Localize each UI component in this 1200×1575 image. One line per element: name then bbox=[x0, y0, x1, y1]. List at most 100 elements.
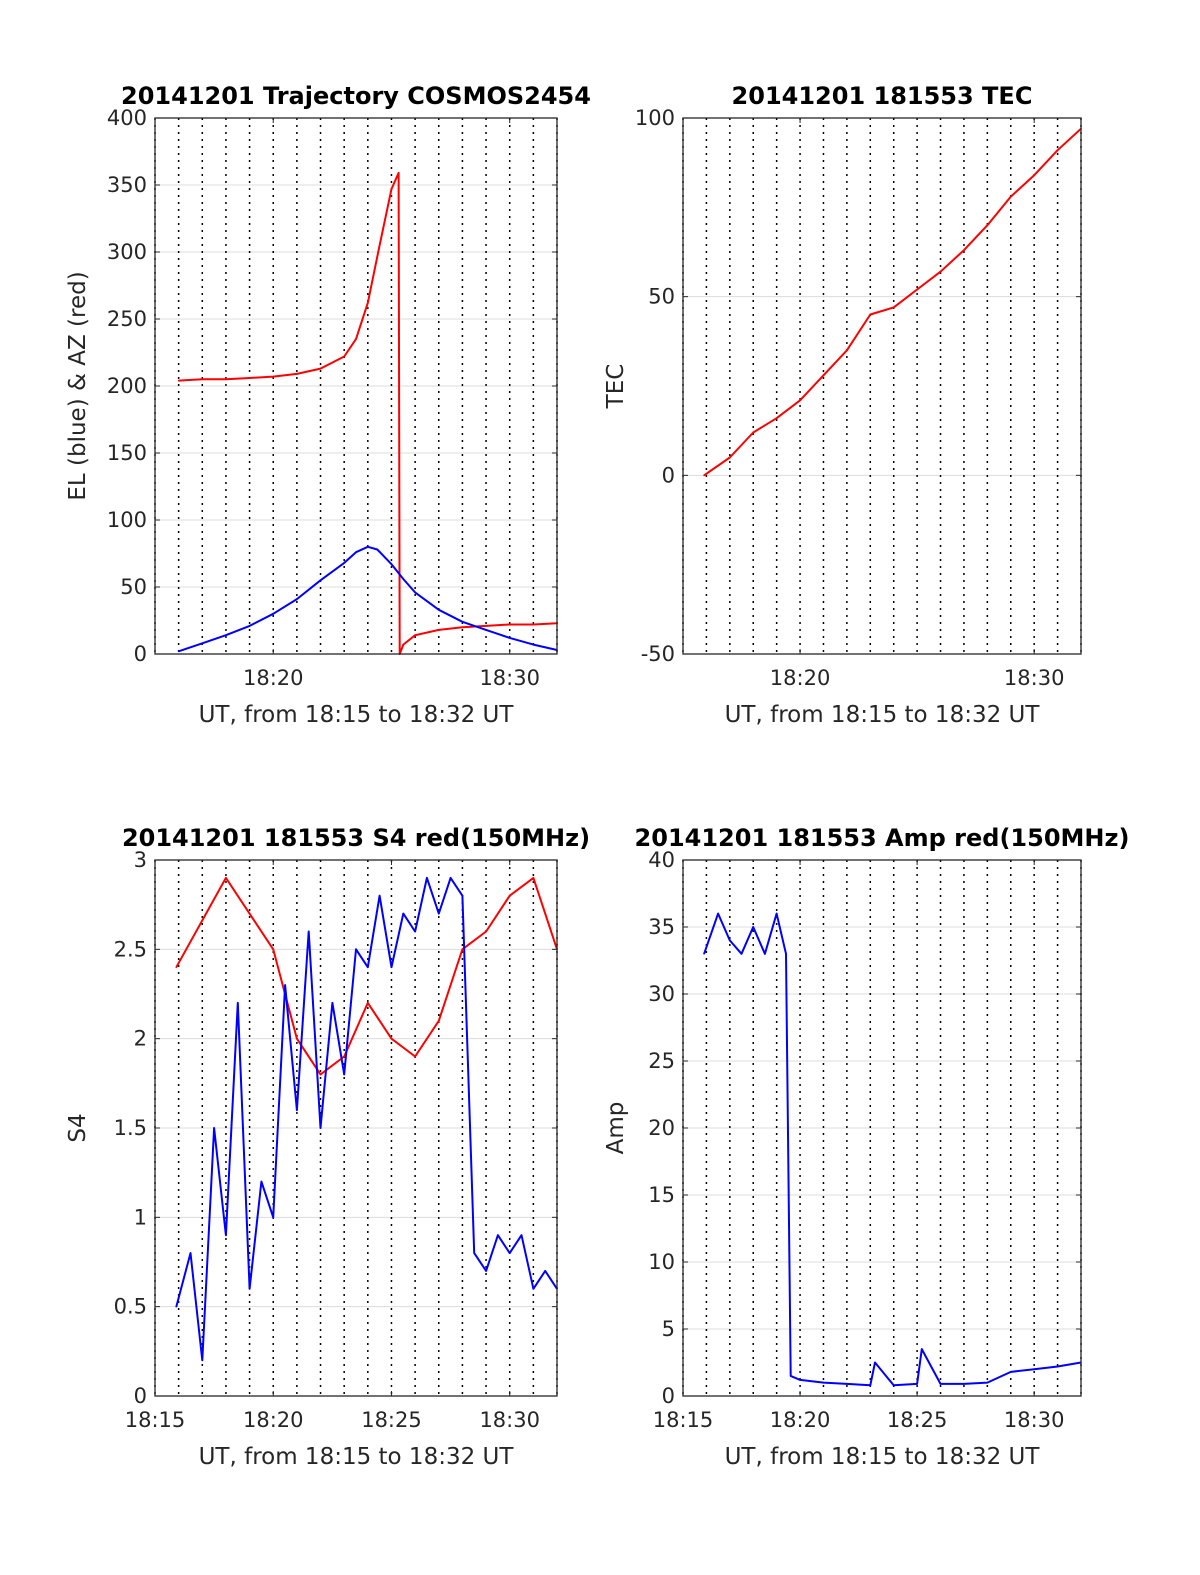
x-tick-label: 18:20 bbox=[770, 666, 831, 690]
y-tick-label: -50 bbox=[641, 642, 675, 666]
x-tick-label: 18:30 bbox=[1004, 666, 1065, 690]
data-point bbox=[260, 1180, 263, 1183]
y-tick-label: 250 bbox=[107, 307, 147, 331]
data-point bbox=[892, 1384, 895, 1387]
y-tick-label: 20 bbox=[648, 1116, 675, 1140]
data-point bbox=[485, 1270, 487, 1272]
plot-area bbox=[154, 859, 558, 1397]
y-tick-label: 2.5 bbox=[114, 937, 147, 961]
y-tick-label: 5 bbox=[662, 1317, 675, 1341]
data-point bbox=[1009, 195, 1012, 198]
data-point bbox=[201, 642, 204, 645]
data-point bbox=[1009, 1371, 1012, 1373]
data-point bbox=[822, 1381, 825, 1384]
data-point bbox=[296, 373, 298, 375]
data-point bbox=[414, 1055, 416, 1058]
data-point bbox=[869, 1384, 872, 1387]
data-point bbox=[520, 1234, 523, 1236]
data-point bbox=[775, 417, 778, 419]
data-point bbox=[437, 629, 440, 631]
data-point bbox=[789, 1375, 792, 1377]
x-tick-label: 18:30 bbox=[479, 666, 540, 690]
axes-box bbox=[682, 117, 1082, 655]
x-tick-label: 18:25 bbox=[361, 1408, 422, 1432]
data-point bbox=[296, 1037, 298, 1040]
data-point bbox=[397, 172, 400, 174]
data-point bbox=[355, 338, 357, 340]
y-tick-label: 0 bbox=[662, 1384, 675, 1408]
data-point bbox=[402, 643, 405, 646]
y-tick-label: 50 bbox=[648, 285, 675, 309]
data-point bbox=[414, 634, 416, 637]
data-point bbox=[752, 926, 755, 928]
data-point bbox=[532, 623, 535, 626]
y-axis-label: TEC bbox=[603, 364, 629, 410]
data-point bbox=[846, 1383, 848, 1385]
y-tick-label: 100 bbox=[635, 106, 675, 130]
data-point bbox=[532, 1288, 535, 1290]
data-point bbox=[939, 270, 942, 273]
data-point bbox=[343, 562, 345, 564]
data-point bbox=[177, 379, 180, 382]
data-point bbox=[508, 623, 511, 626]
data-point bbox=[963, 1383, 965, 1385]
data-point bbox=[343, 1055, 345, 1058]
data-point bbox=[449, 877, 452, 879]
y-tick-label: 0 bbox=[134, 1384, 147, 1408]
y-tick-label: 10 bbox=[648, 1250, 675, 1274]
data-point bbox=[225, 378, 227, 381]
data-point bbox=[189, 1252, 192, 1254]
data-point bbox=[378, 894, 381, 897]
y-tick-label: 40 bbox=[648, 848, 675, 872]
data-point bbox=[402, 578, 405, 580]
data-point bbox=[846, 349, 848, 352]
plot-area bbox=[682, 117, 1082, 655]
data-point bbox=[473, 1252, 476, 1254]
data-point bbox=[963, 249, 965, 252]
data-point bbox=[225, 1234, 227, 1236]
data-point bbox=[485, 930, 487, 933]
data-point bbox=[319, 367, 322, 370]
data-point bbox=[921, 1348, 923, 1350]
chart-title: 20141201 181553 TEC bbox=[732, 82, 1033, 110]
data-point bbox=[177, 650, 180, 653]
y-tick-label: 30 bbox=[648, 982, 675, 1006]
chart-1: 0 50 100 150 200 250 300 350 400 18:20 18:30 201412… bbox=[65, 82, 591, 728]
data-point bbox=[703, 953, 705, 955]
data-point bbox=[319, 1073, 322, 1076]
series-line-2 bbox=[178, 545, 558, 653]
data-point bbox=[764, 953, 766, 955]
data-point bbox=[225, 634, 227, 637]
data-point bbox=[355, 551, 357, 553]
data-point bbox=[939, 1383, 942, 1385]
data-point bbox=[822, 374, 825, 377]
data-point bbox=[296, 1109, 298, 1111]
y-tick-label: 1 bbox=[134, 1205, 147, 1229]
chart-2: -50 0 50 100 18:20 18:30 20141201 181553 TEC UT… bbox=[603, 82, 1082, 728]
data-point bbox=[272, 613, 275, 615]
data-point bbox=[461, 894, 464, 897]
plot-area bbox=[154, 117, 558, 655]
data-point bbox=[874, 1361, 876, 1364]
x-tick-label: 18:20 bbox=[243, 1408, 304, 1432]
y-axis-label: Amp bbox=[603, 1102, 629, 1155]
data-point bbox=[307, 930, 310, 933]
x-tick-label: 18:20 bbox=[770, 1408, 831, 1432]
y-tick-label: 2 bbox=[134, 1027, 147, 1051]
y-tick-label: 350 bbox=[107, 173, 147, 197]
data-point bbox=[703, 474, 705, 477]
data-point bbox=[272, 375, 275, 378]
data-point bbox=[485, 625, 487, 627]
data-point bbox=[775, 912, 778, 915]
data-point bbox=[213, 1127, 215, 1129]
data-point bbox=[414, 591, 416, 594]
data-point bbox=[729, 939, 731, 942]
data-point bbox=[248, 377, 251, 379]
data-point bbox=[799, 1379, 801, 1381]
data-point bbox=[367, 1002, 369, 1004]
data-point bbox=[740, 953, 743, 955]
data-point bbox=[986, 1381, 989, 1384]
y-tick-label: 50 bbox=[120, 575, 147, 599]
data-point bbox=[437, 1020, 440, 1022]
